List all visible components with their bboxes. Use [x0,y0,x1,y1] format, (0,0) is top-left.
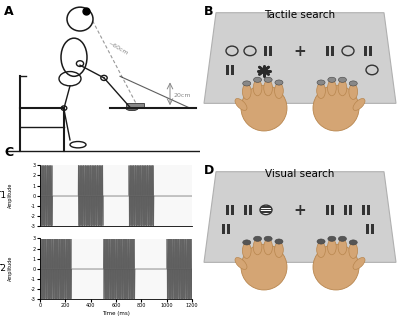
Circle shape [101,75,107,80]
Ellipse shape [317,239,325,244]
X-axis label: Time (ms): Time (ms) [102,311,130,316]
Ellipse shape [338,80,347,96]
Ellipse shape [338,77,346,82]
Ellipse shape [254,77,262,82]
Text: 20cm: 20cm [173,93,190,98]
Ellipse shape [313,85,359,131]
Ellipse shape [317,80,325,85]
Y-axis label: Amplitude: Amplitude [8,256,13,281]
Bar [362,205,365,215]
Ellipse shape [275,80,283,85]
Bar [231,65,234,75]
Bar [264,46,267,56]
Text: B: B [204,5,214,18]
Ellipse shape [253,239,262,255]
Ellipse shape [328,239,336,255]
Bar [126,103,144,108]
Polygon shape [204,13,396,103]
Ellipse shape [338,236,346,241]
Text: Tactile search: Tactile search [264,10,336,19]
Ellipse shape [264,236,272,241]
Ellipse shape [126,106,138,111]
Ellipse shape [264,80,272,96]
Text: T1: T1 [0,191,6,200]
Ellipse shape [235,258,247,269]
Bar [227,224,230,234]
Circle shape [260,205,272,215]
Ellipse shape [328,236,336,241]
Bar [222,224,225,234]
Bar [226,65,229,75]
Ellipse shape [349,243,358,259]
Text: Visual search: Visual search [265,169,335,178]
Text: T2: T2 [0,264,6,273]
Text: A: A [4,5,14,18]
Ellipse shape [349,81,357,86]
Circle shape [76,61,84,66]
Ellipse shape [275,239,283,244]
Ellipse shape [243,81,251,86]
Text: +: + [294,203,306,218]
Bar [367,205,370,215]
Text: D: D [204,164,214,177]
Ellipse shape [328,77,336,82]
Ellipse shape [254,236,262,241]
Text: ~60cm: ~60cm [107,41,129,57]
Bar [331,46,334,56]
Bar [364,46,367,56]
Text: C: C [4,146,13,159]
Ellipse shape [274,83,283,99]
Bar [326,46,329,56]
Ellipse shape [264,239,272,255]
Bar [369,46,372,56]
Ellipse shape [349,240,357,245]
Y-axis label: Amplitude: Amplitude [8,183,13,208]
Ellipse shape [242,84,251,100]
Bar [331,205,334,215]
Ellipse shape [264,77,272,82]
Ellipse shape [313,244,359,290]
Ellipse shape [241,85,287,131]
Bar [326,205,329,215]
Text: +: + [294,44,306,59]
Ellipse shape [274,242,283,258]
Ellipse shape [235,99,247,110]
Bar [366,224,369,234]
Bar [269,46,272,56]
Ellipse shape [67,7,93,31]
Ellipse shape [243,240,251,245]
Bar [231,205,234,215]
Bar [344,205,347,215]
Ellipse shape [253,80,262,96]
Bar [249,205,252,215]
Ellipse shape [353,99,365,110]
Bar [371,224,374,234]
Polygon shape [204,172,396,262]
Circle shape [61,106,67,110]
Ellipse shape [338,239,347,255]
Bar [349,205,352,215]
Ellipse shape [349,84,358,100]
Circle shape [260,68,268,73]
Ellipse shape [242,243,251,259]
Bar [226,205,229,215]
Ellipse shape [328,80,336,96]
Ellipse shape [353,258,365,269]
Ellipse shape [317,242,326,258]
Ellipse shape [317,83,326,99]
Ellipse shape [241,244,287,290]
Bar [244,205,247,215]
